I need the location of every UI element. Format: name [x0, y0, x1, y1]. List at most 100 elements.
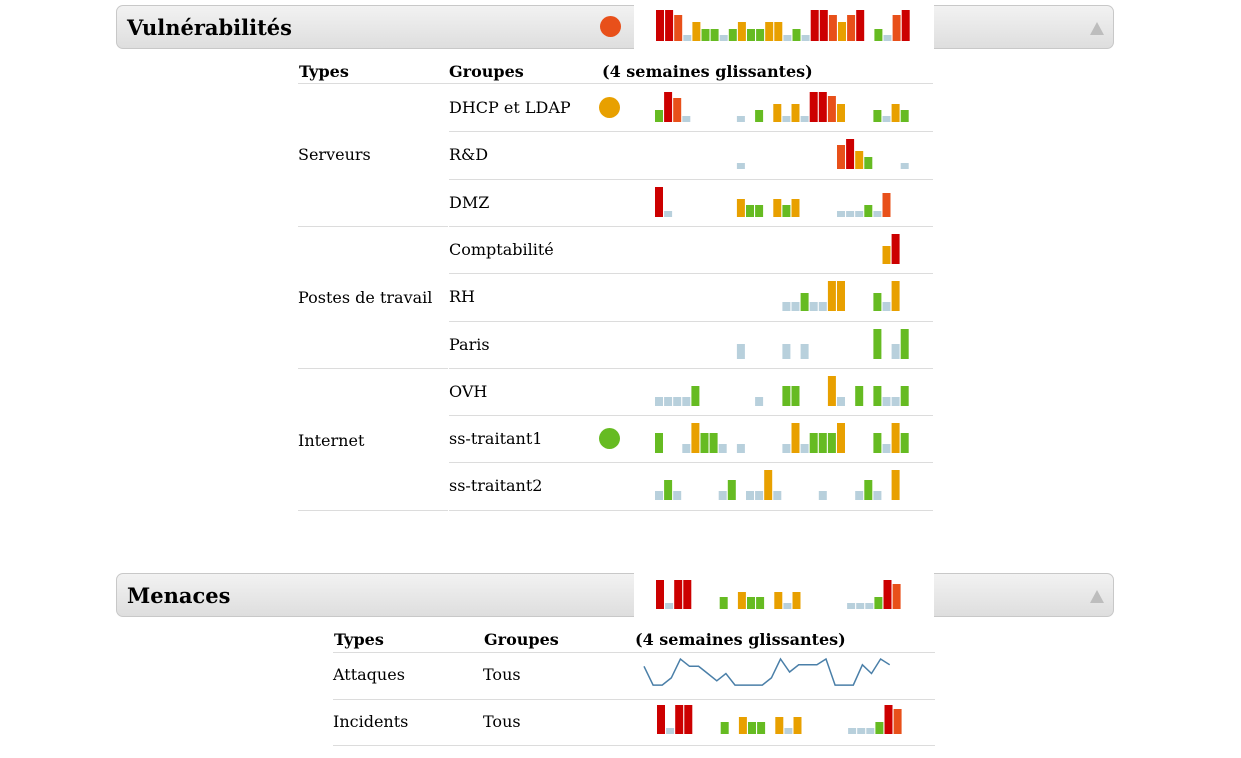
- bar-info: [782, 302, 791, 312]
- group-sparkbar: [736, 328, 909, 359]
- bar-low: [873, 385, 882, 406]
- bar-low: [728, 29, 737, 41]
- bar-info: [882, 444, 891, 454]
- column-header-types: Types: [299, 62, 349, 81]
- bar-critical: [818, 92, 827, 122]
- group-sparkbar: [655, 92, 909, 122]
- bar-low: [864, 157, 873, 170]
- bar-low: [719, 597, 728, 609]
- threat-group-label: Tous: [483, 665, 521, 684]
- bar-medium: [891, 281, 900, 312]
- bar-low: [664, 480, 673, 501]
- bar-info: [755, 396, 764, 406]
- bar-info: [818, 491, 827, 501]
- group-label: Comptabilité: [449, 239, 554, 259]
- group-sparkbar: [882, 233, 900, 264]
- bar-info: [800, 444, 809, 454]
- bar-info: [891, 396, 900, 406]
- group-sparkbar: [655, 375, 909, 406]
- row-separator: [333, 745, 935, 746]
- bar-medium: [774, 22, 783, 41]
- bar-info: [800, 116, 809, 122]
- bar-high: [827, 96, 836, 122]
- group-status-dot: [599, 97, 620, 118]
- bar-info: [673, 396, 682, 406]
- bar-critical: [819, 10, 828, 41]
- bar-low: [873, 433, 882, 454]
- threat-sparkbar: [657, 705, 902, 734]
- bar-info: [655, 396, 663, 406]
- bar-critical: [684, 705, 693, 734]
- bar-info: [783, 35, 792, 41]
- bar-info: [882, 396, 891, 406]
- bar-info: [791, 302, 800, 312]
- bar-critical: [665, 10, 674, 41]
- vulnerabilities-panel-header[interactable]: Vulnérabilités: [116, 5, 1114, 49]
- bar-critical: [656, 580, 664, 609]
- group-label: ss-traitant2: [449, 476, 543, 496]
- bar-low: [782, 385, 791, 406]
- bar-low: [756, 597, 765, 609]
- bar-medium: [774, 592, 783, 609]
- threats-panel-header[interactable]: Menaces: [116, 573, 1114, 617]
- bar-low: [792, 29, 801, 41]
- group-sparkbar: [736, 139, 909, 170]
- threats-column-header-window: (4 semaines glissantes): [635, 630, 846, 649]
- bar-info: [846, 210, 855, 217]
- bar-info: [848, 728, 857, 734]
- vulnerabilities-header-sparkbar: [634, 5, 934, 49]
- bar-info: [736, 163, 745, 170]
- bar-low: [874, 29, 883, 41]
- bar-low: [655, 433, 663, 454]
- bar-medium: [891, 104, 900, 122]
- bar-medium: [827, 375, 836, 406]
- bar-critical: [856, 10, 865, 41]
- row-separator: [449, 510, 933, 511]
- bar-info: [664, 396, 673, 406]
- bar-critical: [674, 580, 683, 609]
- row-separator: [449, 462, 933, 463]
- bar-low: [710, 29, 719, 41]
- row-separator: [449, 226, 933, 227]
- bar-info: [855, 210, 864, 217]
- bar-medium: [692, 22, 701, 41]
- collapse-arrow-icon[interactable]: [1090, 590, 1104, 603]
- type-separator: [298, 226, 448, 227]
- bar-info: [856, 603, 865, 609]
- bar-low: [873, 293, 882, 312]
- bar-low: [782, 204, 791, 217]
- collapse-arrow-icon[interactable]: [1090, 22, 1104, 35]
- bar-info: [666, 728, 675, 734]
- row-separator: [333, 652, 935, 653]
- bar-info: [882, 302, 891, 312]
- bar-critical: [656, 10, 664, 41]
- bar-low: [700, 433, 709, 454]
- group-label: RH: [449, 287, 475, 307]
- threats-sparkbar-svg: [656, 580, 901, 609]
- bar-medium: [792, 592, 801, 609]
- bar-low: [800, 293, 809, 312]
- bar-info: [837, 210, 845, 217]
- bar-critical: [657, 705, 665, 734]
- bar-low: [874, 597, 883, 609]
- bar-medium: [827, 281, 836, 312]
- bar-high: [882, 192, 891, 217]
- bar-info: [736, 444, 745, 454]
- bar-medium: [737, 22, 746, 41]
- bar-low: [791, 385, 800, 406]
- threats-column-header-groups: Groupes: [484, 630, 559, 649]
- bar-high: [837, 145, 845, 170]
- group-label: R&D: [449, 145, 489, 165]
- bar-info: [873, 210, 882, 217]
- bar-critical: [901, 10, 910, 41]
- bar-critical: [675, 705, 684, 734]
- sparkline-series: [643, 657, 891, 686]
- bar-info: [736, 116, 745, 122]
- bar-info: [773, 491, 782, 501]
- row-separator: [449, 368, 933, 369]
- bar-medium: [891, 470, 900, 501]
- bar-medium: [791, 104, 800, 122]
- bar-info: [865, 603, 874, 609]
- bar-low: [655, 110, 663, 122]
- bar-info: [664, 210, 673, 217]
